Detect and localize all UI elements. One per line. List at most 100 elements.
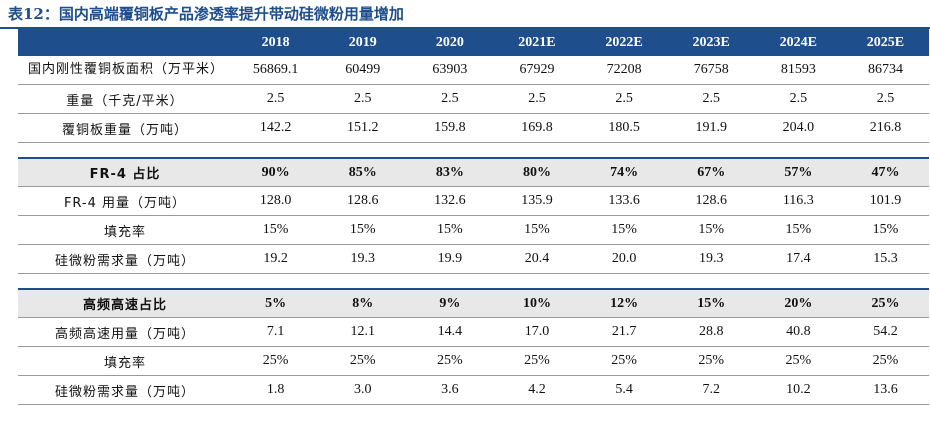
table-cell: 20.4 (493, 244, 581, 274)
table-cell: 63903 (406, 56, 494, 85)
table-cell: 132.6 (406, 186, 494, 216)
row-label: FR-4 用量（万吨） (18, 186, 232, 216)
table-cell: 15.3 (841, 244, 929, 274)
table-cell: 67929 (493, 56, 581, 85)
table-cell: 54.2 (841, 317, 929, 347)
header-cell: 2025E (841, 29, 929, 56)
table-cell: 4.2 (493, 375, 581, 405)
table-cell: 116.3 (754, 186, 842, 216)
table-cell: 10% (493, 288, 581, 318)
table-cell: 25% (841, 346, 929, 376)
table-cell: 21.7 (580, 317, 668, 347)
table-cell: 25% (406, 346, 494, 376)
table-cell: 25% (667, 346, 755, 376)
table-row: 覆铜板重量（万吨） 142.2 151.2 159.8 169.8 180.5 191.9 2… (18, 113, 929, 143)
table-cell: 180.5 (580, 113, 668, 143)
row-label: 硅微粉需求量（万吨） (18, 244, 232, 274)
table-cell: 15% (754, 215, 842, 245)
table-cell: 128.6 (319, 186, 407, 216)
table-cell: 12.1 (319, 317, 407, 347)
table-cell: 5% (232, 288, 320, 318)
header-cell: 2023E (667, 29, 755, 56)
table-cell: 7.2 (667, 375, 755, 405)
header-row: 2018 2019 2020 2021E 2022E 2023E 2024E 2… (18, 29, 929, 56)
row-label: 覆铜板重量（万吨） (18, 113, 232, 143)
table-row: 硅微粉需求量（万吨） 19.2 19.3 19.9 20.4 20.0 19.3 17.4 15… (18, 244, 929, 274)
table-cell: 86734 (841, 56, 929, 85)
table-cell: 133.6 (580, 186, 668, 216)
header-cell: 2022E (580, 29, 668, 56)
table-cell: 169.8 (493, 113, 581, 143)
table-cell: 5.4 (580, 375, 668, 405)
table-cell: 60499 (319, 56, 407, 85)
table-cell: 20.0 (580, 244, 668, 274)
table-cell: 72208 (580, 56, 668, 85)
table-cell: 2.5 (841, 84, 929, 114)
table-cell: 25% (319, 346, 407, 376)
table-cell: 135.9 (493, 186, 581, 216)
table-cell: 19.2 (232, 244, 320, 274)
table-cell: 15% (841, 215, 929, 245)
section-header-row: FR-4 占比 90% 85% 83% 80% 74% 67% 57% 47% (18, 157, 929, 187)
table-cell: 3.0 (319, 375, 407, 405)
table-cell: 204.0 (754, 113, 842, 143)
table-row: 国内刚性覆铜板面积（万平米） 56869.1 60499 63903 67929 7220… (18, 56, 929, 85)
table-cell: 9% (406, 288, 494, 318)
row-label: 国内刚性覆铜板面积（万平米） (18, 56, 232, 85)
table-cell: 14.4 (406, 317, 494, 347)
table-cell: 2.5 (580, 84, 668, 114)
table-cell: 17.0 (493, 317, 581, 347)
table-cell: 74% (580, 157, 668, 187)
table-row: 硅微粉需求量（万吨） 1.8 3.0 3.6 4.2 5.4 7.2 10.2 13.6 (18, 375, 929, 405)
table-cell: 19.3 (667, 244, 755, 274)
row-label: FR-4 占比 (18, 157, 232, 187)
table-cell: 90% (232, 157, 320, 187)
row-label: 重量（千克/平米） (18, 84, 232, 114)
table-cell: 17.4 (754, 244, 842, 274)
row-label: 高频高速占比 (18, 288, 232, 318)
table-cell: 25% (580, 346, 668, 376)
table-cell: 57% (754, 157, 842, 187)
table-cell: 15% (667, 215, 755, 245)
table-cell: 8% (319, 288, 407, 318)
table-cell: 15% (580, 215, 668, 245)
table-cell: 83% (406, 157, 494, 187)
table-cell: 2.5 (667, 84, 755, 114)
table-cell: 20% (754, 288, 842, 318)
table-cell: 25% (232, 346, 320, 376)
row-label: 高频高速用量（万吨） (18, 317, 232, 347)
table-cell: 56869.1 (232, 56, 320, 85)
table-cell: 19.9 (406, 244, 494, 274)
table-cell: 7.1 (232, 317, 320, 347)
table-cell: 15% (493, 215, 581, 245)
header-cell (18, 29, 232, 56)
table-cell: 28.8 (667, 317, 755, 347)
title-rule (0, 27, 930, 29)
table-cell: 25% (754, 346, 842, 376)
header-cell: 2024E (754, 29, 842, 56)
table-cell: 85% (319, 157, 407, 187)
table-cell: 19.3 (319, 244, 407, 274)
table-title: 表12：国内高端覆铜板产品渗透率提升带动硅微粉用量增加 (8, 5, 404, 23)
table-cell: 15% (319, 215, 407, 245)
table-row: FR-4 用量（万吨） 128.0 128.6 132.6 135.9 133.6 128.… (18, 186, 929, 216)
section-header-row: 高频高速占比 5% 8% 9% 10% 12% 15% 20% 25% (18, 288, 929, 318)
row-label: 填充率 (18, 346, 232, 376)
table-cell: 76758 (667, 56, 755, 85)
table-cell: 151.2 (319, 113, 407, 143)
table-row: 重量（千克/平米） 2.5 2.5 2.5 2.5 2.5 2.5 2.5 2.5 (18, 84, 929, 114)
table-cell: 10.2 (754, 375, 842, 405)
header-cell: 2018 (232, 29, 320, 56)
table-cell: 15% (667, 288, 755, 318)
table-cell: 67% (667, 157, 755, 187)
section-spacer (18, 143, 929, 159)
header-cell: 2020 (406, 29, 494, 56)
table-cell: 1.8 (232, 375, 320, 405)
data-table: 2018 2019 2020 2021E 2022E 2023E 2024E 2… (18, 29, 929, 405)
table-cell: 15% (406, 215, 494, 245)
table-cell: 142.2 (232, 113, 320, 143)
table-cell: 191.9 (667, 113, 755, 143)
table-row: 填充率 25% 25% 25% 25% 25% 25% 25% 25% (18, 346, 929, 376)
table-cell: 13.6 (841, 375, 929, 405)
table-cell: 2.5 (493, 84, 581, 114)
